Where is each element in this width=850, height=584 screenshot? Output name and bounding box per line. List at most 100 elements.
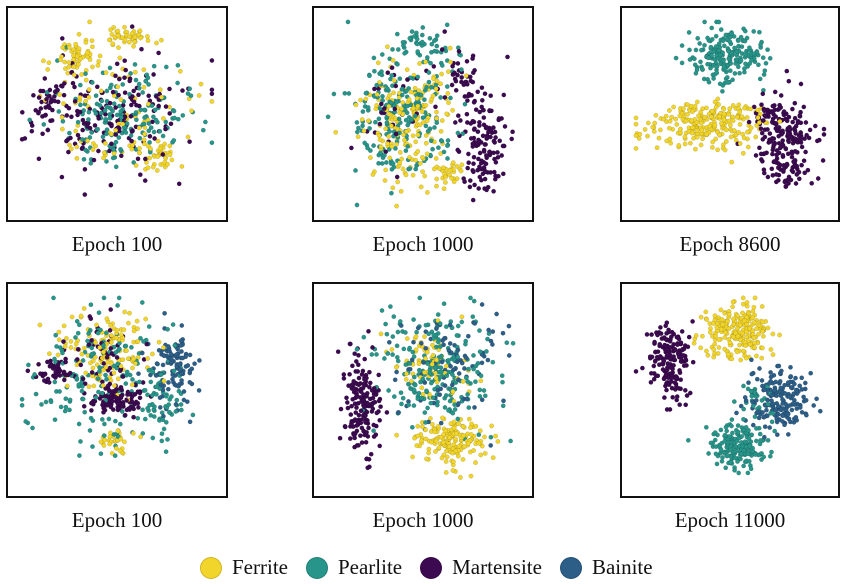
point-ferrite: [713, 136, 719, 142]
point-ferrite: [76, 46, 82, 52]
point-martensite: [483, 124, 489, 130]
point-ferrite: [61, 323, 67, 329]
point-ferrite: [468, 473, 474, 479]
point-pearlite: [110, 155, 116, 161]
point-martensite: [453, 78, 459, 84]
point-pearlite: [146, 128, 152, 134]
point-bainite: [750, 399, 756, 405]
caption-2: Epoch 1000: [372, 232, 474, 256]
point-pearlite: [473, 363, 479, 369]
point-martensite: [384, 409, 390, 415]
point-pearlite: [434, 402, 440, 408]
point-martensite: [803, 120, 809, 125]
point-martensite: [746, 119, 752, 125]
point-ferrite: [103, 70, 109, 75]
point-pearlite: [443, 393, 449, 398]
point-martensite: [465, 93, 471, 99]
point-pearlite: [419, 32, 425, 38]
point-ferrite: [82, 345, 87, 351]
point-ferrite: [126, 320, 131, 326]
point-pearlite: [722, 438, 728, 444]
point-pearlite: [423, 322, 429, 328]
point-martensite: [665, 365, 670, 371]
point-martensite: [662, 395, 667, 401]
point-ferrite: [727, 340, 733, 345]
point-bainite: [786, 416, 792, 422]
point-pearlite: [431, 336, 437, 341]
point-martensite: [769, 166, 775, 172]
point-pearlite: [383, 321, 389, 327]
point-martensite: [793, 136, 798, 142]
point-ferrite: [754, 123, 760, 128]
point-ferrite: [730, 304, 736, 310]
point-ferrite: [735, 333, 741, 339]
point-martensite: [209, 87, 215, 93]
point-pearlite: [146, 121, 152, 126]
point-ferrite: [85, 138, 91, 144]
point-martensite: [452, 120, 458, 125]
point-ferrite: [58, 57, 63, 63]
point-pearlite: [750, 448, 756, 454]
point-bainite: [442, 383, 448, 389]
point-ferrite: [397, 110, 403, 116]
point-martensite: [105, 383, 111, 389]
point-ferrite: [682, 141, 688, 147]
point-martensite: [765, 174, 771, 180]
point-bainite: [181, 389, 187, 394]
point-martensite: [372, 86, 377, 92]
point-martensite: [821, 132, 827, 137]
point-martensite: [786, 139, 792, 145]
point-martensite: [372, 399, 378, 405]
point-pearlite: [679, 60, 685, 66]
point-pearlite: [99, 390, 105, 396]
point-martensite: [470, 197, 476, 203]
point-pearlite: [434, 120, 440, 126]
point-martensite: [674, 394, 680, 400]
point-bainite: [472, 321, 478, 326]
point-ferrite: [751, 304, 757, 310]
point-pearlite: [379, 308, 385, 313]
point-martensite: [687, 390, 693, 396]
point-ferrite: [446, 444, 452, 450]
bainite-swatch-icon: [559, 556, 582, 579]
point-bainite: [447, 341, 453, 346]
point-ferrite: [743, 355, 749, 361]
point-ferrite: [466, 416, 472, 422]
point-pearlite: [180, 113, 186, 118]
point-martensite: [462, 179, 468, 185]
point-ferrite: [112, 383, 117, 389]
point-ferrite: [404, 129, 409, 134]
point-pearlite: [137, 379, 142, 385]
point-ferrite: [115, 33, 121, 39]
point-ferrite: [415, 132, 421, 138]
point-ferrite: [87, 57, 93, 62]
point-pearlite: [419, 395, 424, 401]
point-martensite: [348, 412, 354, 418]
point-pearlite: [187, 86, 193, 92]
point-martensite: [109, 123, 114, 129]
point-bainite: [179, 349, 184, 354]
point-ferrite: [770, 331, 776, 337]
point-pearlite: [145, 392, 150, 398]
point-martensite: [442, 95, 448, 100]
point-martensite: [49, 97, 54, 102]
point-martensite: [651, 363, 657, 369]
point-martensite: [792, 115, 798, 121]
point-pearlite: [419, 39, 425, 45]
point-ferrite: [104, 316, 110, 322]
point-ferrite: [109, 131, 114, 137]
point-pearlite: [395, 358, 401, 364]
point-pearlite: [438, 369, 444, 375]
point-ferrite: [93, 143, 99, 149]
point-martensite: [791, 159, 797, 165]
point-bainite: [160, 362, 166, 368]
point-pearlite: [432, 125, 437, 130]
point-pearlite: [62, 408, 68, 414]
point-ferrite: [124, 348, 129, 354]
point-pearlite: [722, 432, 728, 438]
point-ferrite: [366, 118, 371, 124]
point-ferrite: [734, 349, 740, 355]
point-ferrite: [74, 144, 80, 150]
point-martensite: [776, 140, 782, 146]
point-martensite: [137, 395, 143, 401]
